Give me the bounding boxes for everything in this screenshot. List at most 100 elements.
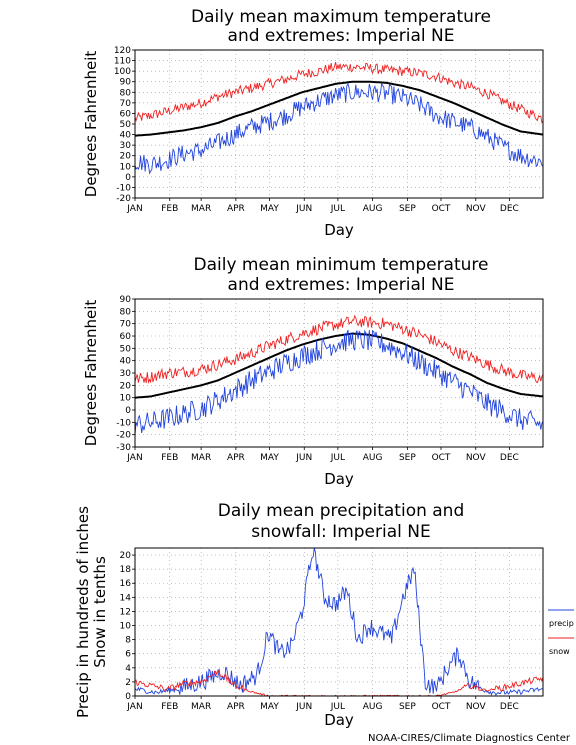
plot-frame (134, 547, 544, 697)
x-tick-label: JUN (295, 702, 312, 712)
series-line-high (134, 61, 544, 124)
y-tick-label: 60 (120, 109, 132, 119)
x-tick-label: MAY (260, 204, 279, 214)
x-axis-label: Day (324, 711, 354, 729)
y-tick-label: 80 (120, 307, 132, 317)
x-tick-label: OCT (432, 204, 451, 214)
y-tick-label: 8 (125, 636, 131, 646)
x-tick-label: MAR (191, 204, 211, 214)
legend-label-snow: snow (549, 647, 570, 656)
x-tick-label: NOV (466, 702, 487, 712)
series-line-low (134, 329, 544, 435)
series-line-low (134, 82, 544, 175)
y-tick-label: 4 (125, 664, 131, 674)
x-tick-label: DEC (500, 702, 519, 712)
x-tick-label: APR (227, 204, 245, 214)
y-axis-label: Degrees Fahrenheit (82, 51, 100, 198)
x-tick-label: FEB (161, 453, 178, 463)
y-tick-label: 10 (120, 162, 132, 172)
x-tick-label: MAR (191, 453, 211, 463)
y-tick-label: 70 (120, 99, 132, 109)
y-tick-label: 0 (125, 406, 131, 416)
y-tick-label: 40 (120, 357, 132, 367)
chart-title-line: Daily mean maximum temperature (191, 7, 491, 27)
y-tick-label: 18 (120, 565, 132, 575)
y-tick-label: 10 (120, 394, 132, 404)
x-tick-label: JAN (126, 204, 142, 214)
y-tick-label: 12 (120, 607, 131, 617)
x-axis-label: Day (324, 221, 354, 239)
x-tick-label: JUN (295, 453, 312, 463)
x-tick-label: FEB (161, 204, 178, 214)
y-tick-label: -10 (116, 183, 131, 193)
y-tick-label: 80 (120, 88, 132, 98)
x-tick-label: NOV (466, 204, 487, 214)
x-tick-label: APR (227, 702, 245, 712)
y-axis-label-line: Precip in hundreds of inches (74, 506, 92, 718)
y-tick-label: 50 (120, 344, 132, 354)
y-tick-label: -30 (116, 443, 131, 453)
y-tick-label: 40 (120, 131, 132, 141)
y-tick-label: 0 (125, 692, 131, 702)
x-tick-label: APR (227, 453, 245, 463)
x-tick-label: JUL (330, 702, 345, 712)
y-tick-label: 20 (120, 381, 132, 391)
y-tick-label: -20 (116, 194, 131, 204)
x-tick-label: JUL (330, 204, 345, 214)
y-tick-label: -20 (116, 431, 131, 441)
y-tick-label: 30 (120, 369, 132, 379)
x-tick-label: AUG (363, 702, 383, 712)
x-tick-label: JUL (330, 453, 345, 463)
y-tick-label: 16 (120, 579, 132, 589)
series-line-precip (134, 547, 544, 696)
y-tick-label: 50 (120, 120, 132, 130)
y-tick-label: 30 (120, 141, 132, 151)
y-tick-label: 90 (120, 295, 132, 305)
chart-title-line: Daily mean minimum temperature (194, 255, 489, 275)
x-tick-label: SEP (399, 453, 416, 463)
x-tick-label: SEP (399, 204, 416, 214)
y-axis-label: Degrees Fahrenheit (82, 300, 100, 447)
y-tick-label: 90 (120, 78, 132, 88)
y-tick-label: 6 (125, 650, 131, 660)
x-axis-label: Day (324, 470, 354, 488)
y-tick-label: 110 (114, 57, 131, 67)
y-tick-label: 20 (120, 152, 132, 162)
series-line-mean (134, 332, 544, 399)
chart-title-line: Daily mean precipitation and (218, 501, 465, 521)
x-tick-label: OCT (432, 453, 451, 463)
y-tick-label: 20 (120, 551, 132, 561)
x-tick-label: DEC (500, 204, 519, 214)
series-line-snow (134, 669, 544, 697)
y-tick-label: 70 (120, 320, 132, 330)
x-tick-label: MAY (260, 702, 279, 712)
x-tick-label: AUG (363, 204, 383, 214)
chart-title-line: snowfall: Imperial NE (251, 522, 430, 542)
chart-title-line: and extremes: Imperial NE (228, 275, 455, 295)
chart-title-line: and extremes: Imperial NE (228, 26, 455, 46)
y-tick-label: 60 (120, 332, 132, 342)
x-tick-label: MAR (191, 702, 211, 712)
y-tick-label: 14 (120, 593, 132, 603)
legend-label-precip: precip (549, 619, 574, 628)
x-tick-label: AUG (363, 453, 383, 463)
y-tick-label: -10 (116, 418, 131, 428)
y-tick-label: 10 (120, 622, 132, 632)
y-tick-label: 0 (125, 173, 131, 183)
x-tick-label: JAN (126, 453, 142, 463)
x-tick-label: FEB (161, 702, 178, 712)
x-tick-label: DEC (500, 453, 519, 463)
y-tick-label: 120 (114, 46, 131, 56)
x-tick-label: NOV (466, 453, 487, 463)
series-line-mean (135, 80, 544, 137)
credit-text: NOAA-CIRES/Climate Diagnostics Center (368, 733, 570, 744)
y-tick-label: 2 (125, 678, 131, 688)
y-tick-label: 100 (114, 67, 131, 77)
y-axis-label-line: Snow in tenths (91, 556, 109, 668)
x-tick-label: JAN (126, 702, 142, 712)
x-tick-label: OCT (432, 702, 451, 712)
